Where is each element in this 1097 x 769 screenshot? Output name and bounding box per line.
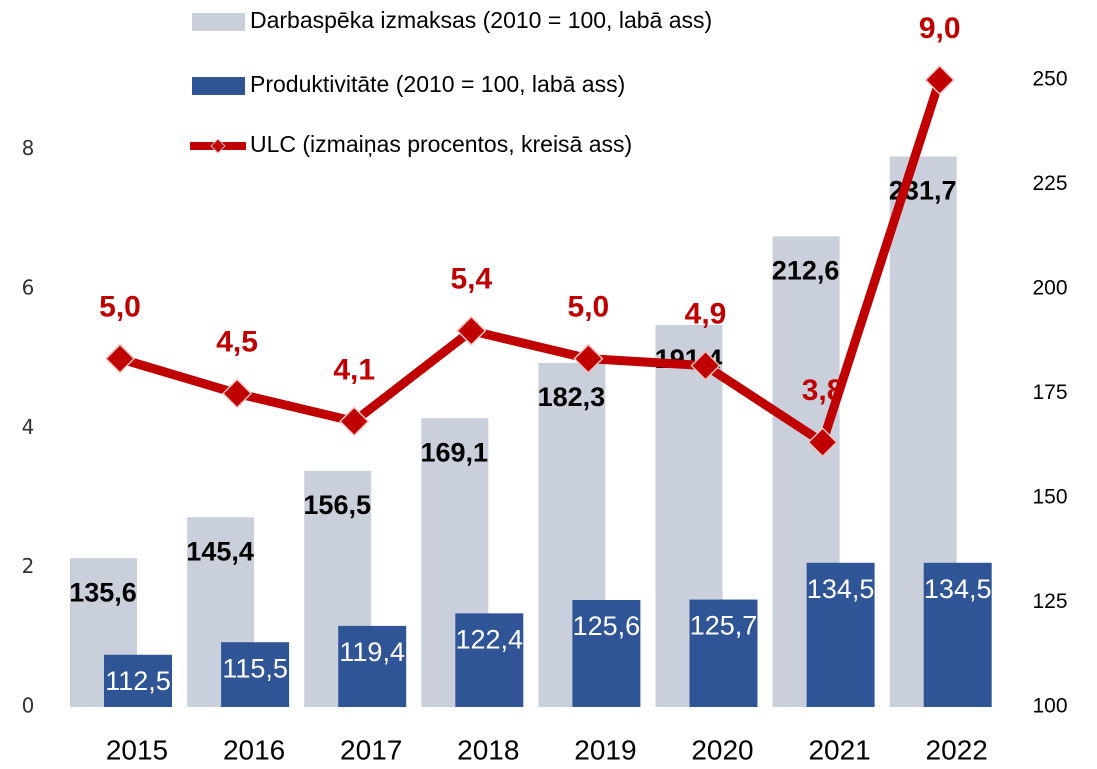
y-tick-label: 2 (22, 554, 35, 578)
bar (338, 625, 407, 707)
bar (923, 562, 992, 707)
x-tick-label: 2020 (691, 734, 753, 765)
data-label: 135,6 (69, 577, 137, 607)
x-tick-label: 2019 (574, 734, 636, 765)
bar (572, 599, 641, 707)
data-label: 119,4 (339, 637, 405, 667)
bar (806, 562, 875, 707)
line (118, 78, 944, 447)
bar (221, 642, 290, 707)
marker (573, 343, 604, 374)
data-label: 5,4 (450, 263, 492, 296)
y2-tick-label: 100 (1032, 695, 1067, 718)
y-tick-label: 8 (22, 136, 35, 160)
x-tick-label: 2018 (457, 734, 519, 765)
y-tick-label: 0 (22, 694, 35, 718)
data-label: 182,3 (538, 382, 606, 412)
data-label: 115,5 (222, 653, 288, 683)
x-tick-label: 2017 (340, 734, 402, 765)
marker (807, 427, 838, 458)
marker (924, 64, 955, 96)
legend-label: ULC (izmaiņas procentos, kreisā ass) (250, 131, 632, 157)
marker (222, 378, 253, 409)
data-label: 125,6 (573, 611, 641, 641)
y2-tick-label: 150 (1032, 486, 1067, 509)
data-label: 134,5 (807, 574, 875, 604)
x-tick-label: 2022 (926, 734, 988, 765)
y2-tick-label: 125 (1032, 590, 1067, 613)
data-label: 212,6 (772, 255, 840, 285)
bar (104, 654, 172, 707)
data-label: 145,4 (186, 536, 254, 566)
y2-tick-label: 225 (1032, 172, 1067, 195)
legend-swatch (192, 13, 245, 31)
legend-marker (210, 138, 226, 154)
data-label: 125,7 (690, 611, 758, 641)
legend-label: Darbaspēka izmaksas (2010 = 100, labā as… (250, 7, 712, 33)
data-label: 4,9 (685, 298, 727, 331)
y-tick-label: 6 (22, 276, 35, 300)
y2-tick-label: 250 (1032, 68, 1067, 91)
x-tick-label: 2016 (223, 734, 285, 765)
y-tick-label: 4 (22, 415, 35, 439)
data-label: 5,0 (568, 291, 610, 324)
data-label: 156,5 (303, 490, 371, 520)
data-label: 3,8 (802, 374, 844, 407)
marker (690, 350, 721, 381)
x-tick-label: 2021 (808, 734, 870, 765)
data-label: 169,1 (421, 437, 489, 467)
legend-label: Produktivitāte (2010 = 100, labā ass) (250, 71, 625, 97)
data-label: 112,5 (105, 666, 171, 696)
y2-tick-label: 200 (1032, 277, 1067, 300)
data-label: 4,1 (333, 353, 375, 386)
data-label: 134,5 (924, 574, 992, 604)
bar (689, 599, 758, 707)
x-tick-label: 2015 (106, 734, 168, 765)
legend-swatch (192, 77, 245, 95)
data-label: 4,5 (216, 325, 258, 358)
marker (456, 315, 487, 346)
data-label: 9,0 (919, 12, 961, 45)
marker (339, 406, 370, 437)
bar (455, 613, 524, 707)
data-label: 5,0 (99, 291, 141, 324)
y2-tick-label: 175 (1032, 381, 1067, 404)
data-label: 122,4 (456, 624, 524, 654)
marker (104, 343, 136, 374)
